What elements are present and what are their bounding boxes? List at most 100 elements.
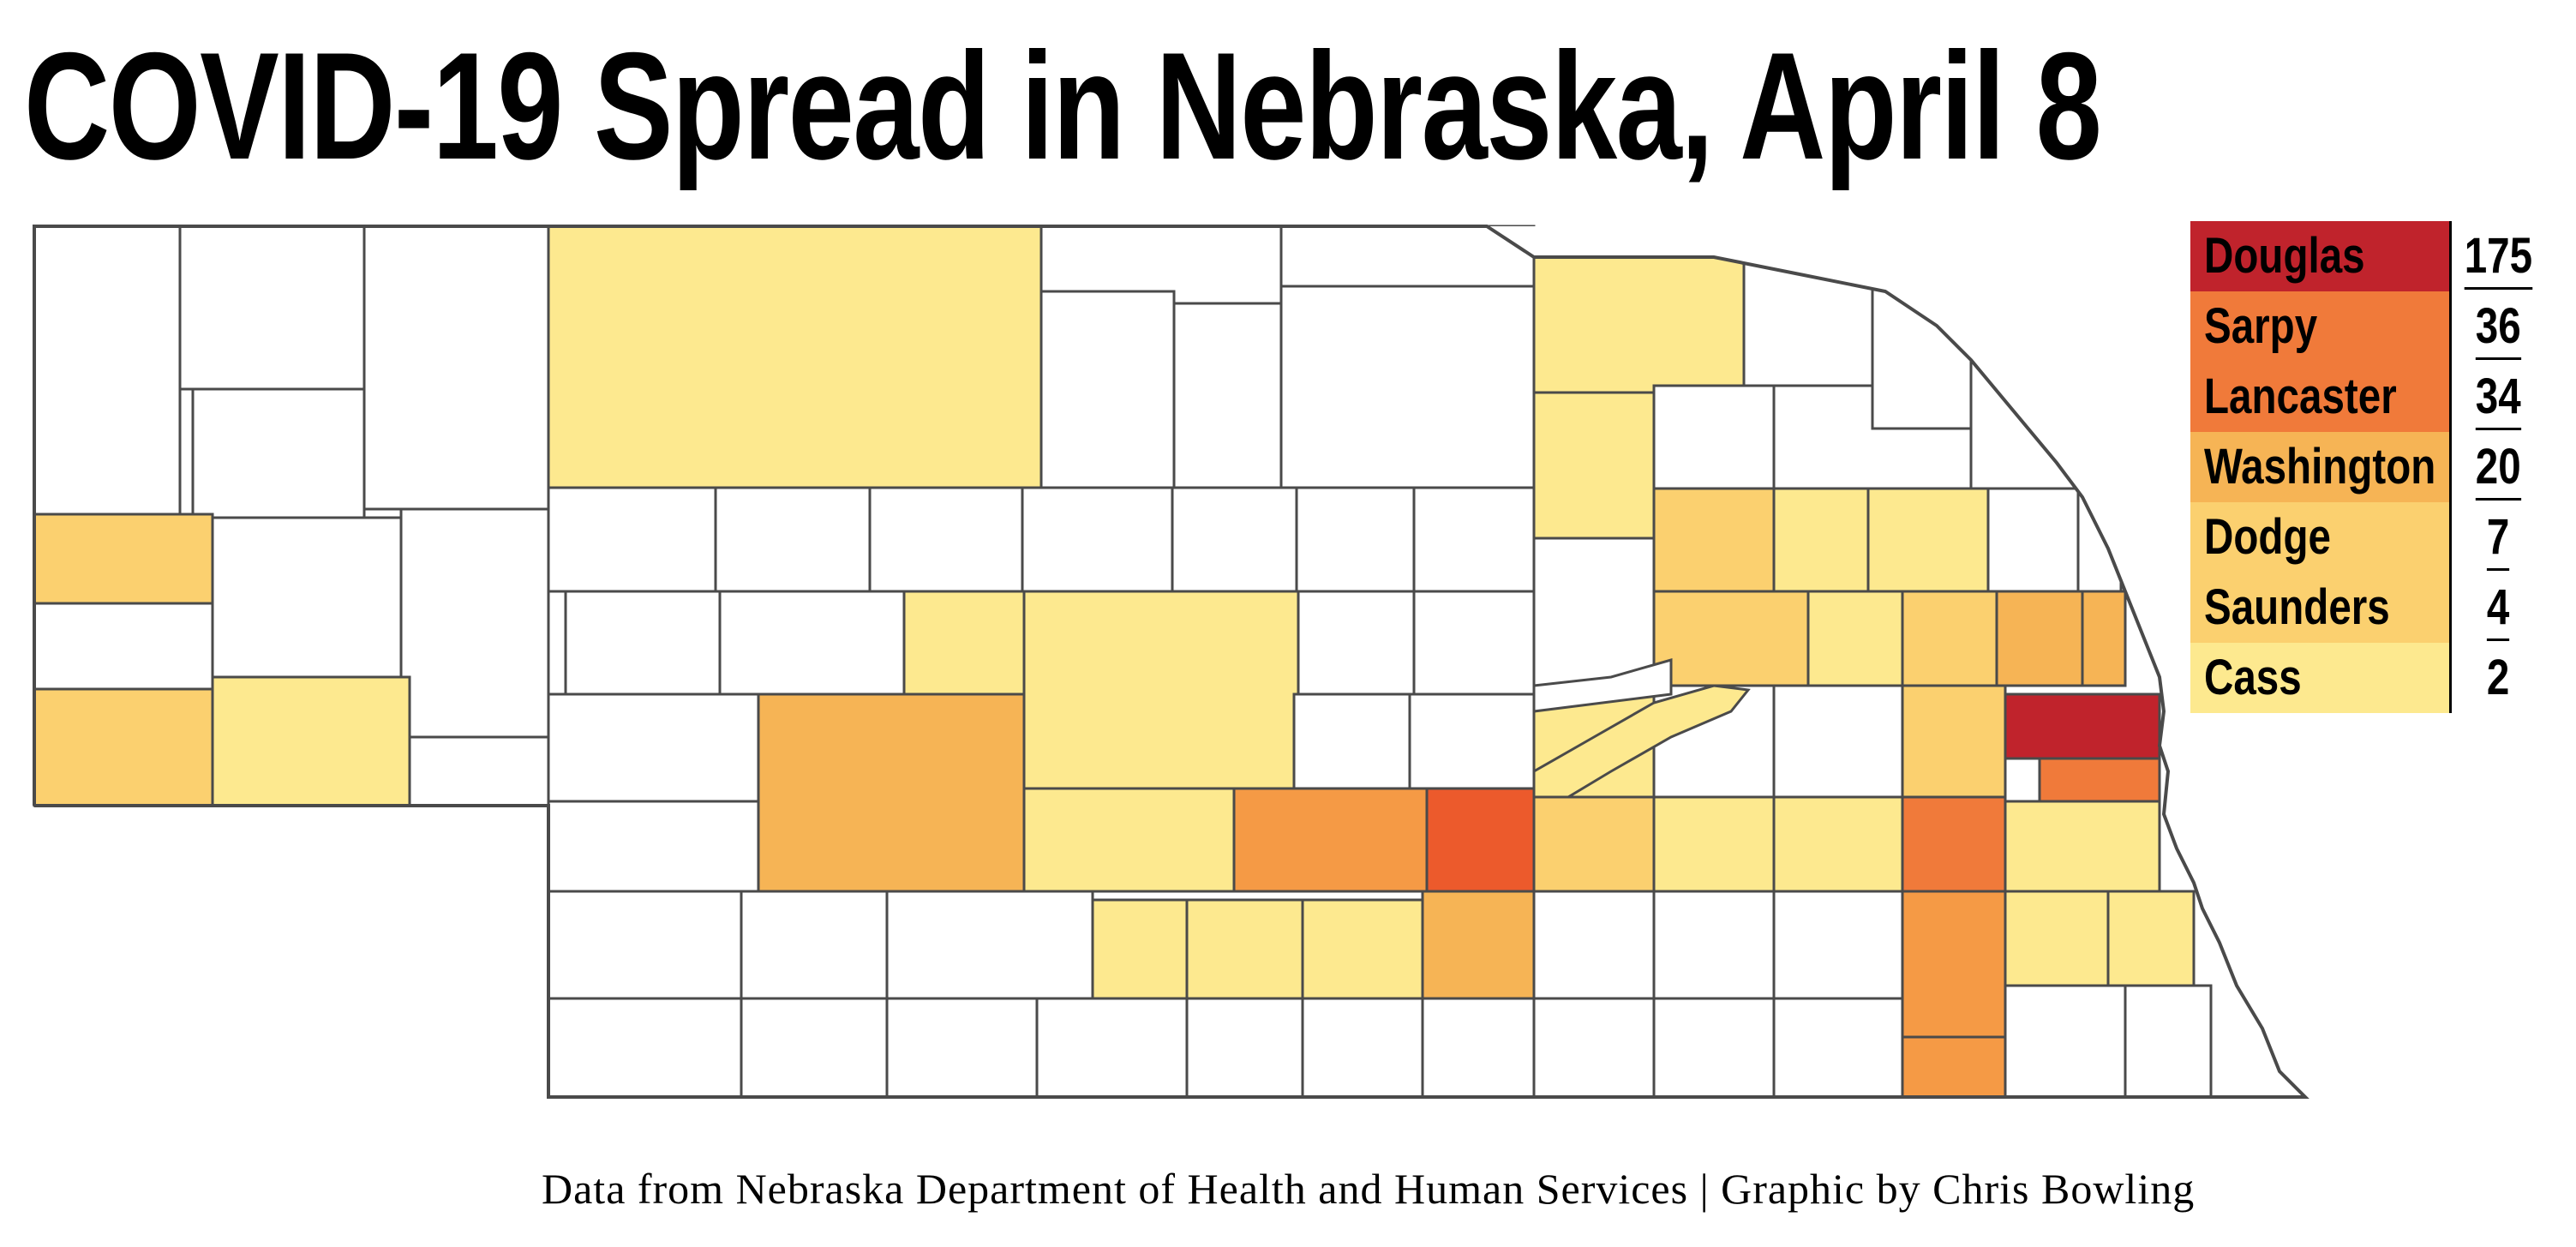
legend-row-cass: Cass 2 [2190,643,2545,713]
county-shape-76 [1772,890,1904,1000]
east-edge-mask-south [2177,848,2331,1106]
legend-count-dodge: 7 [2487,507,2510,571]
county-shape-7 [211,516,403,679]
county-shape-38 [902,590,1026,696]
legend-county-dodge: Dodge [2204,509,2331,565]
county-shape-87 [1532,997,1656,1099]
county-shape-88 [1652,997,1776,1099]
county-shape-40 [1297,590,1416,696]
county-shape-49 [757,692,1026,893]
legend-count-cass-cell: 2 [2449,643,2545,713]
legend-swatch-sarpy: Sarpy [2190,291,2449,362]
source-credit: Data from Nebraska Department of Health … [542,1165,2196,1213]
county-shape-89 [1772,997,1904,1099]
legend-swatch-saunders: Saunders [2190,573,2449,643]
county-shape-71 [1185,898,1304,1000]
county-shape-55 [1901,684,2007,799]
county-shape-79 [2106,890,2196,987]
county-shape-22 [714,486,872,593]
legend-county-sarpy: Sarpy [2204,298,2318,354]
county-shape-30 [1652,487,1776,593]
legend-row-dodge: Dodge 7 [2190,502,2545,573]
case-count-legend: Douglas 175 Sarpy 36 Lancaster 34 Washin… [2190,221,2545,713]
central-notch-county [1532,658,1673,713]
county-shape-37 [718,590,906,696]
county-shape-63 [1652,795,1776,893]
map-title: COVID-19 Spread in Nebraska, April 8 [24,21,2102,191]
county-shape-39 [1022,590,1300,790]
county-shape-43 [1652,590,1810,687]
county-shape-10 [211,675,411,807]
county-shape-57 [2038,757,2161,803]
county-shape-27 [1412,486,1536,593]
county-shape-48 [547,692,760,803]
legend-county-lancaster: Lancaster [2204,369,2397,424]
county-shape-1 [33,225,182,516]
county-shape-9 [33,687,214,807]
county-shape-58 [547,800,760,893]
county-shape-74 [1532,890,1656,1000]
county-shape-61 [1425,787,1536,893]
county-shape-72 [1301,898,1424,1000]
legend-swatch-dodge: Dodge [2190,502,2449,573]
legend-swatch-washington: Washington [2190,432,2449,502]
legend-count-sarpy-cell: 36 [2449,291,2545,362]
county-shape-32 [1866,487,1990,593]
county-shape-91 [2004,984,2127,1099]
state-outline [33,225,2331,1106]
county-shape-6 [33,602,214,691]
county-shape-46 [1995,590,2084,687]
county-shape-16 [1172,302,1283,490]
county-shape-44 [1806,590,1904,687]
county-shape-26 [1295,486,1416,593]
county-shape-17 [1279,285,1536,490]
county-shape-80 [547,997,743,1099]
county-shape-84 [1185,997,1304,1099]
legend-county-saunders: Saunders [2204,579,2390,635]
county-shape-31 [1772,487,1870,593]
legend-count-saunders-cell: 4 [2449,573,2545,643]
county-shape-21 [547,486,717,593]
county-shape-5 [33,513,214,605]
legend-swatch-lancaster: Lancaster [2190,362,2449,432]
county-shape-3 [362,225,550,511]
legend-count-washington-cell: 20 [2449,432,2545,502]
county-shape-28 [1532,391,1656,540]
county-shape-23 [868,486,1024,593]
county-shape-45 [1901,590,1998,687]
county-shape-85 [1301,997,1424,1099]
county-shape-92 [2124,984,2213,1099]
county-shape-70 [1091,898,1189,1000]
county-shape-2 [178,225,366,391]
county-shape-82 [885,997,1039,1099]
legend-count-dodge-cell: 7 [2449,502,2545,573]
county-shape-41 [1412,590,1536,696]
county-shape-78 [2004,890,2110,987]
county-shape-29 [1652,384,1776,490]
county-shape-47 [2081,590,2127,687]
east-edge-mask [1487,226,2194,711]
county-shape-54 [1772,684,1904,799]
legend-row-sarpy: Sarpy 36 [2190,291,2545,362]
legend-swatch-douglas: Douglas [2190,221,2449,291]
county-shape-86 [1421,997,1536,1099]
county-shape-77 [1901,890,2007,1039]
county-shape-50 [1292,692,1411,799]
state-border [33,225,2309,1099]
county-shape-60 [1232,787,1429,893]
county-shape-24 [1021,486,1174,593]
legend-county-douglas: Douglas [2204,228,2365,284]
county-shape-18 [1532,255,1746,394]
county-shape-66 [2004,800,2161,893]
legend-row-lancaster: Lancaster 34 [2190,362,2545,432]
legend-count-sarpy: 36 [2476,296,2521,360]
county-shape-81 [740,997,889,1099]
county-shape-83 [1035,997,1189,1099]
county-shape-65 [1901,795,2007,893]
east-edge-mask-mid [2160,711,2194,848]
county-shape-14 [1279,225,1536,288]
county-shape-62 [1532,795,1656,893]
county-shape-75 [1652,890,1776,1000]
county-shape-33 [1986,487,2080,593]
